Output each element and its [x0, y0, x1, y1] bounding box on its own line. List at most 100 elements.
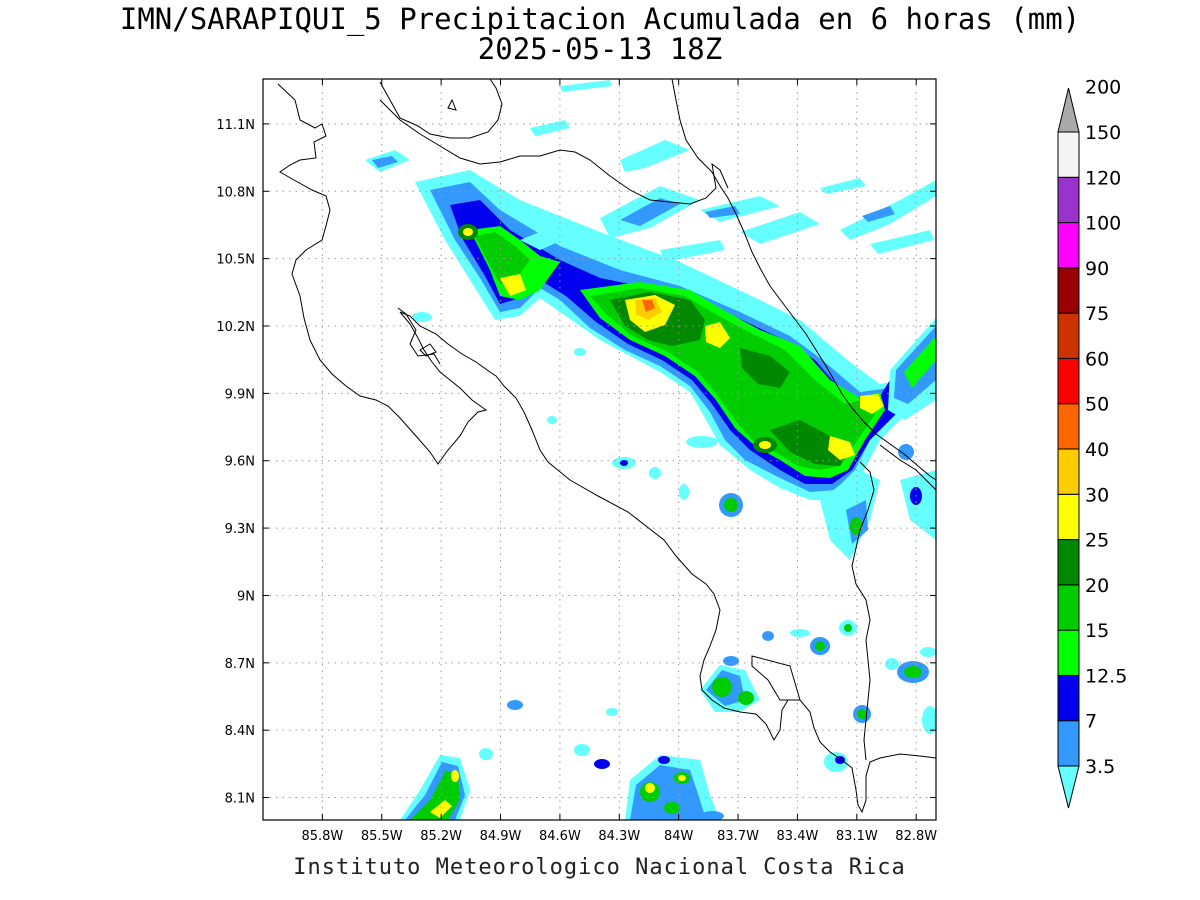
lat-tick-label: 9.6N [225, 455, 255, 470]
colorbar-swatch [1057, 312, 1080, 359]
colorbar-level-label: 40 [1085, 439, 1109, 461]
precip-area-3.5 [900, 470, 936, 540]
precip-core [664, 802, 680, 814]
precip-area-15 [904, 336, 936, 388]
precip-streak [520, 220, 590, 250]
colorbar-swatch [1057, 765, 1080, 809]
map-gridlines [263, 79, 936, 820]
precip-cell [904, 666, 922, 678]
precip-area-20 [475, 232, 875, 470]
lat-tick-label: 10.8N [216, 185, 255, 200]
colorbar-level-label: 50 [1085, 394, 1109, 416]
nicoya-gulf-shore [397, 307, 441, 365]
precip-cell [679, 484, 689, 500]
lon-tick-label: 84.6W [539, 829, 581, 844]
precip-south-cells [700, 620, 936, 772]
precip-streak [740, 212, 820, 244]
colorbar-level-label: 100 [1085, 213, 1121, 235]
precip-cell [686, 436, 718, 448]
precip-cell [815, 641, 825, 651]
bocas-coast [879, 444, 936, 491]
lat-tick-label: 9.3N [225, 522, 255, 537]
precip-cell [574, 348, 586, 356]
precip-core [850, 517, 862, 535]
colorbar-swatch [1057, 674, 1080, 722]
precip-cell [922, 706, 936, 734]
caribbean-coastline [671, 79, 936, 481]
precip-cell [762, 631, 774, 641]
colorbar-level-label: 30 [1085, 484, 1109, 506]
longitude-axis: 85.8W 85.5W 85.2W 84.9W 84.6W 84.3W 84W 83.7W 83… [301, 79, 937, 844]
precip-area-30 [430, 800, 452, 818]
lon-tick-label: 82.8W [895, 829, 937, 844]
colorbar-swatch [1057, 720, 1080, 767]
precip-cell [844, 624, 852, 632]
precip-streak [705, 206, 740, 218]
precip-cell [658, 756, 670, 764]
colorbar-swatch [1057, 176, 1080, 224]
precip-streak [530, 120, 570, 136]
lat-tick-label: 9N [237, 589, 255, 604]
precip-cell [507, 700, 523, 710]
precip-streak [620, 140, 690, 172]
lon-tick-label: 83.1W [836, 829, 878, 844]
precip-cell [412, 312, 432, 322]
precip-cell [574, 744, 590, 756]
lon-tick-label: 85.2W [420, 829, 462, 844]
precip-cell [857, 709, 867, 719]
precip-cell [738, 691, 754, 705]
precip-cell [885, 658, 899, 670]
precip-cell [594, 759, 610, 769]
colorbar-swatch [1057, 357, 1080, 405]
lat-tick-label: 10.5N [216, 253, 255, 268]
lon-tick-label: 83.7W [717, 829, 759, 844]
precip-cell [649, 467, 661, 479]
colorbar-swatch [1057, 131, 1080, 178]
nicaragua-border [379, 99, 729, 205]
precip-cell [835, 756, 845, 764]
precip-streak [660, 240, 725, 262]
map-subtitle-datetime: 2025-05-13 18Z [477, 32, 723, 66]
footer-credit: Instituto Meteorologico Nacional Costa R… [293, 855, 906, 880]
lat-tick-label: 8.1N [225, 792, 255, 807]
colorbar-level-label: 3.5 [1085, 756, 1115, 778]
lake-nicaragua-shore [379, 79, 503, 139]
precip-streak [862, 206, 895, 222]
precip-isolated-cells [412, 312, 743, 716]
colorbar-swatch [1057, 403, 1080, 450]
map-title: IMN/SARAPIQUI_5 Precipitacion Acumulada … [119, 2, 1081, 36]
lat-tick-label: 9.9N [225, 387, 255, 402]
colorbar-level-label: 60 [1085, 348, 1109, 370]
colorbar-swatch [1057, 87, 1080, 133]
lon-tick-label: 83.4W [777, 829, 819, 844]
precip-streak [560, 80, 612, 92]
colorbar-level-label: 120 [1085, 167, 1121, 189]
precip-core [645, 783, 655, 793]
lat-tick-label: 8.4N [225, 724, 255, 739]
colorbar-swatch [1057, 539, 1080, 586]
precip-area-25 [610, 292, 850, 466]
precip-streak [820, 178, 866, 194]
colorbar-level-label: 12.5 [1085, 665, 1127, 687]
precip-cell [898, 444, 914, 460]
ometepe-islet [447, 98, 457, 111]
precip-streak [870, 230, 934, 254]
precip-core [451, 770, 459, 782]
latitude-axis: 11.1N 10.8N 10.5N 10.2N 9.9N 9.6N 9.3N 9N 8.7N 8.… [216, 118, 936, 807]
lon-tick-label: 85.5W [361, 829, 403, 844]
colorbar-level-label: 15 [1085, 620, 1109, 642]
colorbar-swatch [1057, 267, 1080, 314]
precip-core [759, 441, 771, 449]
chira-island [419, 343, 437, 357]
precip-streak [372, 156, 398, 168]
precip-caribbean-coast [820, 318, 936, 560]
colorbar-swatch [1057, 493, 1080, 541]
colorbar-level-label: 200 [1085, 77, 1121, 99]
colorbar-swatch [1057, 448, 1080, 495]
coastline-and-borders [277, 79, 936, 814]
precip-cell [620, 460, 628, 466]
lat-tick-label: 8.7N [225, 657, 255, 672]
precip-band-main [415, 170, 936, 500]
panama-border [851, 461, 875, 761]
